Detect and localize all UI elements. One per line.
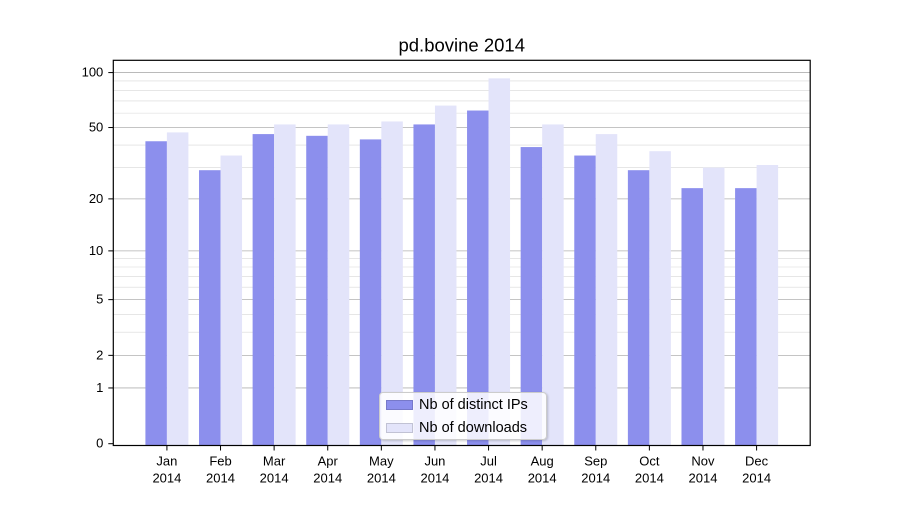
svg-text:2014: 2014 [689, 471, 718, 486]
svg-text:Jul: Jul [480, 454, 497, 469]
svg-text:5: 5 [96, 292, 103, 307]
svg-text:2014: 2014 [313, 471, 342, 486]
svg-text:2014: 2014 [528, 471, 557, 486]
svg-text:2014: 2014 [474, 471, 503, 486]
svg-text:50: 50 [89, 120, 103, 135]
svg-text:Oct: Oct [639, 454, 660, 469]
svg-text:Apr: Apr [318, 454, 339, 469]
svg-text:10: 10 [89, 243, 103, 258]
svg-text:2014: 2014 [742, 471, 771, 486]
svg-text:pd.bovine 2014: pd.bovine 2014 [398, 35, 525, 56]
svg-text:Dec: Dec [745, 454, 769, 469]
svg-text:100: 100 [82, 65, 104, 80]
svg-text:Jan: Jan [156, 454, 177, 469]
svg-text:Sep: Sep [584, 454, 607, 469]
svg-text:2014: 2014 [260, 471, 289, 486]
svg-text:May: May [369, 454, 394, 469]
svg-text:1: 1 [96, 380, 103, 395]
svg-text:2014: 2014 [581, 471, 610, 486]
svg-text:2014: 2014 [420, 471, 449, 486]
svg-text:2014: 2014 [206, 471, 235, 486]
svg-text:2014: 2014 [152, 471, 181, 486]
svg-text:Mar: Mar [263, 454, 286, 469]
svg-text:2014: 2014 [367, 471, 396, 486]
svg-text:Jun: Jun [424, 454, 445, 469]
svg-text:20: 20 [89, 191, 103, 206]
svg-text:2: 2 [96, 347, 103, 362]
svg-text:2014: 2014 [635, 471, 664, 486]
svg-text:Nov: Nov [691, 454, 715, 469]
svg-text:0: 0 [96, 436, 103, 451]
svg-text:Feb: Feb [209, 454, 231, 469]
svg-text:Aug: Aug [531, 454, 554, 469]
